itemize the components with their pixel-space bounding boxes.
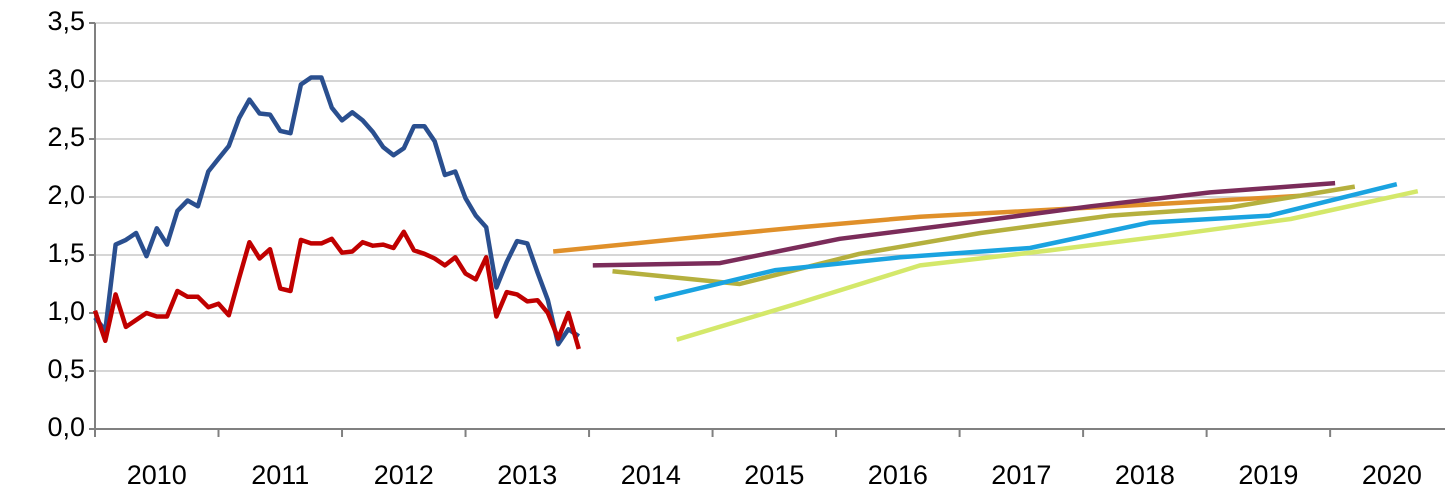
x-tick-label: 2020 <box>1362 460 1422 490</box>
line-series <box>612 184 1356 287</box>
line-series <box>592 180 1336 268</box>
x-tick-label: 2014 <box>621 460 681 490</box>
x-tick-label: 2011 <box>251 460 309 490</box>
y-tick-label: 3,5 <box>47 6 85 36</box>
line-series <box>92 229 581 350</box>
x-tick-label: 2010 <box>127 460 187 490</box>
y-tick-label: 0,5 <box>47 354 85 384</box>
x-tick-label: 2017 <box>991 460 1051 490</box>
y-tick-label: 0,0 <box>47 412 85 442</box>
y-tick-label: 2,0 <box>47 180 85 210</box>
line-series <box>676 189 1419 342</box>
y-tick-label: 1,5 <box>47 238 85 268</box>
x-tick-label: 2012 <box>374 460 434 490</box>
line-series <box>93 75 581 347</box>
x-tick-label: 2013 <box>497 460 557 490</box>
line-series <box>552 193 1301 254</box>
x-tick-label: 2018 <box>1115 460 1175 490</box>
y-tick-label: 1,0 <box>47 296 85 326</box>
x-tick-label: 2019 <box>1238 460 1298 490</box>
x-tick-label: 2016 <box>868 460 928 490</box>
y-tick-label: 2,5 <box>47 122 85 152</box>
x-tick-label: 2015 <box>744 460 804 490</box>
line-series <box>653 182 1398 302</box>
y-tick-label: 3,0 <box>47 64 85 94</box>
